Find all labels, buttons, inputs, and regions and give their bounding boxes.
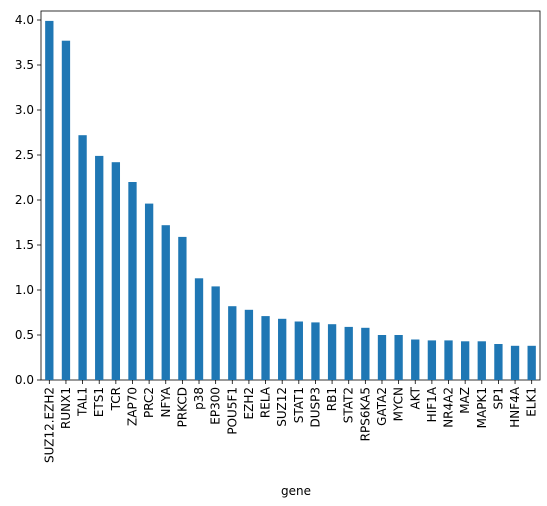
x-tick-label: MYCN <box>392 387 406 421</box>
bar-akt <box>411 339 420 380</box>
y-tick-label: 3.0 <box>15 103 34 117</box>
y-tick-label: 1.5 <box>15 238 34 252</box>
bar-rela <box>261 316 270 380</box>
x-axis: SUZ12.EZH2 RUNX1 TAL1 ETS1 TCR ZAP70 PRC2 NFYA P… <box>42 380 539 463</box>
y-tick-label: 0.0 <box>15 373 34 387</box>
y-tick-label: 4.0 <box>15 13 34 27</box>
x-tick-label: HNF4A <box>508 386 522 428</box>
x-tick-label: NR4A2 <box>442 387 456 428</box>
x-tick-label: SUZ12 <box>275 387 289 427</box>
bar-mycn <box>394 335 403 380</box>
bar-hif1a <box>427 340 437 380</box>
bar-p38 <box>194 278 204 380</box>
x-tick-label: RELA <box>259 386 273 418</box>
x-tick-label: DUSP3 <box>308 387 322 428</box>
x-tick-label: RUNX1 <box>59 387 73 429</box>
bar-prkcd <box>178 236 187 380</box>
bars <box>45 20 536 381</box>
bar-dusp3 <box>311 322 320 380</box>
bar-tal1 <box>78 135 87 380</box>
x-tick-label: MAPK1 <box>475 387 489 428</box>
bar-stat2 <box>344 326 353 380</box>
x-axis-label: gene <box>281 484 311 498</box>
bar-hnf4a <box>510 345 520 380</box>
bar-nfya <box>161 225 170 380</box>
bar-gata2 <box>377 335 387 380</box>
x-tick-label: ETS1 <box>92 387 106 417</box>
bar-ep300 <box>211 286 220 380</box>
bar-elk1 <box>527 345 536 380</box>
x-tick-label: ZAP70 <box>125 387 139 426</box>
bar-mapk1 <box>477 341 486 380</box>
x-tick-label: HIF1A <box>425 386 439 422</box>
x-tick-label: SP1 <box>491 387 505 410</box>
x-tick-label: PRKCD <box>175 387 189 427</box>
bar-runx1 <box>61 40 71 380</box>
bar-prc2 <box>144 203 154 380</box>
x-tick-label: AKT <box>408 386 422 409</box>
bar-stat1 <box>294 321 303 380</box>
y-tick-label: 3.5 <box>15 58 34 72</box>
x-tick-label: SUZ12.EZH2 <box>42 387 56 463</box>
bar-zap70 <box>128 182 137 380</box>
bar-rb1 <box>327 324 337 380</box>
bar-suz12-ezh2 <box>45 20 54 381</box>
bar-pou5f1 <box>228 306 237 380</box>
x-tick-label: ELK1 <box>525 387 539 417</box>
y-axis: 0.0 0.5 1.0 1.5 2.0 2.5 3.0 3.5 4.0 <box>15 13 41 387</box>
x-tick-label: GATA2 <box>375 387 389 426</box>
x-tick-label: RB1 <box>325 387 339 411</box>
x-tick-label: EZH2 <box>242 387 256 419</box>
plot-frame <box>40 10 541 381</box>
x-tick-label: TAL1 <box>76 387 90 417</box>
x-tick-label: POU5F1 <box>225 387 239 435</box>
bar-maz <box>460 341 470 380</box>
x-tick-label: EP300 <box>209 387 223 425</box>
bar-tcr <box>111 162 121 380</box>
x-tick-label: MAZ <box>458 387 472 414</box>
x-tick-label: STAT2 <box>342 387 356 423</box>
x-tick-label: NFYA <box>159 386 173 417</box>
bar-ezh2 <box>244 309 254 380</box>
y-tick-label: 2.5 <box>15 148 34 162</box>
bar-sp1 <box>494 344 503 380</box>
x-tick-label: TCR <box>109 387 123 411</box>
bar-rps6ka5 <box>361 327 370 380</box>
x-tick-label: RPS6KA5 <box>358 387 372 441</box>
plot-area <box>40 10 541 381</box>
x-tick-label: p38 <box>192 387 206 410</box>
y-tick-label: 0.5 <box>15 328 34 342</box>
bar-nr4a2 <box>444 340 453 380</box>
y-tick-label: 1.0 <box>15 283 34 297</box>
y-tick-label: 2.0 <box>15 193 34 207</box>
x-tick-label: PRC2 <box>142 387 156 418</box>
bar-suz12 <box>278 318 287 380</box>
bar-ets1 <box>95 155 104 380</box>
x-tick-label: STAT1 <box>292 387 306 423</box>
